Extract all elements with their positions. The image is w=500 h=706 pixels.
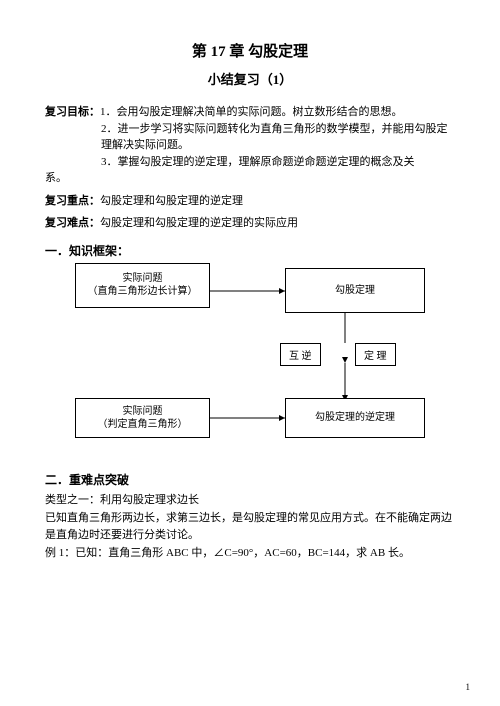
diagram-box-3: 实际问题 （判定直角三角形）	[75, 398, 210, 438]
diagram-mid-1: 互 逆	[280, 343, 321, 366]
difficulty-section: 复习难点：勾股定理和勾股定理的逆定理的实际应用	[45, 215, 455, 232]
goal-line-1: 复习目标：1．会用勾股定理解决简单的实际问题。树立数形结合的思想。	[45, 104, 455, 121]
knowledge-diagram: 实际问题 （直角三角形边长计算） 勾股定理 互 逆 定 理 实际问题 （判定直角…	[75, 263, 455, 453]
keypoint-label: 复习重点：	[45, 195, 100, 207]
section1-heading: 一．知识框架：	[45, 242, 455, 259]
difficulty-text: 勾股定理和勾股定理的逆定理的实际应用	[100, 217, 298, 229]
diagram-box-4-text: 勾股定理的逆定理	[315, 411, 395, 424]
type1-desc: 已知直角三角形两边长，求第三边长，是勾股定理的常见应用方式。在不能确定两边是直角…	[45, 510, 455, 543]
goal-1: 1．会用勾股定理解决简单的实际问题。树立数形结合的思想。	[100, 106, 403, 118]
type1-title: 类型之一：利用勾股定理求边长	[45, 492, 455, 509]
diagram-box-1: 实际问题 （直角三角形边长计算）	[75, 263, 210, 308]
goal-3a: 3．掌握勾股定理的逆定理，理解原命题逆命题逆定理的概念及关	[101, 154, 455, 171]
goals-section: 复习目标：1．会用勾股定理解决简单的实际问题。树立数形结合的思想。 2．进一步学…	[45, 104, 455, 187]
subtitle: 小结复习（1）	[45, 69, 455, 88]
keypoint-section: 复习重点：勾股定理和勾股定理的逆定理	[45, 193, 455, 210]
example-1: 例 1：已知：直角三角形 ABC 中，∠C=90°，AC=60，BC=144，求…	[45, 545, 455, 562]
diagram-box-1-text: 实际问题 （直角三角形边长计算）	[88, 272, 198, 298]
chapter-title: 第 17 章 勾股定理	[45, 40, 455, 61]
diagram-mid-2: 定 理	[355, 343, 396, 366]
goal-3b: 系。	[45, 170, 455, 187]
difficulty-label: 复习难点：	[45, 217, 100, 229]
diagram-mid-2-text: 定 理	[364, 347, 387, 362]
page: 第 17 章 勾股定理 小结复习（1） 复习目标：1．会用勾股定理解决简单的实际…	[0, 0, 500, 582]
page-number: 1	[466, 682, 471, 692]
section2-heading: 二．重难点突破	[45, 471, 455, 488]
diagram-box-4: 勾股定理的逆定理	[285, 398, 425, 438]
goal-2: 2．进一步学习将实际问题转化为直角三角形的数学模型，并能用勾股定理解决实际问题。	[101, 121, 455, 154]
keypoint-text: 勾股定理和勾股定理的逆定理	[100, 195, 243, 207]
goals-label: 复习目标：	[45, 106, 100, 118]
diagram-box-2-text: 勾股定理	[335, 284, 375, 297]
diagram-mid-1-text: 互 逆	[289, 347, 312, 362]
diagram-box-3-text: 实际问题 （判定直角三角形）	[98, 405, 188, 431]
diagram-box-2: 勾股定理	[285, 268, 425, 313]
